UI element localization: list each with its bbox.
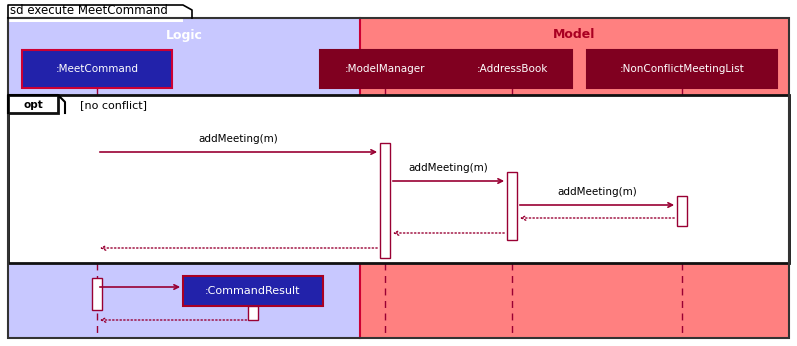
Bar bbox=[92, 278, 102, 310]
Bar bbox=[22, 50, 172, 88]
Bar bbox=[587, 50, 777, 88]
Text: addMeeting(m): addMeeting(m) bbox=[198, 134, 278, 144]
Text: addMeeting(m): addMeeting(m) bbox=[557, 188, 637, 197]
Bar bbox=[183, 276, 323, 306]
Bar bbox=[8, 95, 789, 263]
Bar bbox=[360, 18, 789, 90]
Bar bbox=[360, 90, 789, 338]
Bar bbox=[452, 50, 572, 88]
Bar bbox=[380, 143, 390, 258]
Text: opt: opt bbox=[23, 100, 43, 110]
Bar bbox=[8, 95, 58, 113]
Text: addMeeting(m): addMeeting(m) bbox=[409, 163, 489, 173]
Bar bbox=[8, 18, 360, 90]
Text: sd execute MeetCommand: sd execute MeetCommand bbox=[10, 4, 168, 17]
Bar bbox=[677, 196, 687, 226]
Text: :NonConflictMeetingList: :NonConflictMeetingList bbox=[619, 64, 744, 74]
Text: Logic: Logic bbox=[166, 28, 202, 42]
Bar bbox=[8, 90, 360, 338]
Text: :MeetCommand: :MeetCommand bbox=[56, 64, 139, 74]
Text: Model: Model bbox=[553, 28, 595, 42]
Bar bbox=[320, 50, 450, 88]
Text: [no conflict]: [no conflict] bbox=[80, 100, 147, 110]
Text: :CommandResult: :CommandResult bbox=[206, 286, 300, 296]
Text: :ModelManager: :ModelManager bbox=[345, 64, 426, 74]
Text: :AddressBook: :AddressBook bbox=[477, 64, 548, 74]
Bar bbox=[248, 306, 258, 320]
Bar bbox=[8, 4, 183, 22]
Bar bbox=[507, 172, 517, 240]
